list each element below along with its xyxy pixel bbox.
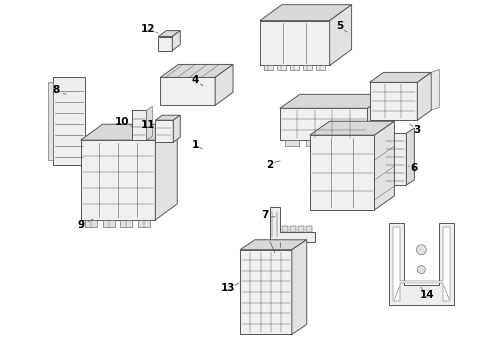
- Polygon shape: [240, 240, 307, 250]
- Polygon shape: [260, 5, 352, 21]
- Polygon shape: [160, 64, 233, 77]
- Polygon shape: [158, 31, 180, 37]
- Text: 7: 7: [261, 210, 269, 220]
- Text: 12: 12: [141, 24, 156, 33]
- Polygon shape: [138, 220, 150, 227]
- Polygon shape: [285, 140, 299, 146]
- Polygon shape: [264, 66, 273, 71]
- Circle shape: [417, 266, 425, 274]
- Text: 11: 11: [141, 120, 156, 130]
- Polygon shape: [155, 124, 177, 220]
- Polygon shape: [240, 250, 292, 334]
- Polygon shape: [393, 227, 450, 301]
- Polygon shape: [155, 120, 173, 142]
- Polygon shape: [53, 77, 85, 165]
- Polygon shape: [417, 72, 431, 120]
- Polygon shape: [160, 77, 215, 105]
- Polygon shape: [173, 115, 180, 142]
- Text: 1: 1: [192, 140, 199, 150]
- Polygon shape: [306, 140, 319, 146]
- Polygon shape: [385, 133, 406, 185]
- Polygon shape: [215, 64, 233, 105]
- Polygon shape: [155, 115, 180, 120]
- Polygon shape: [85, 220, 97, 227]
- Polygon shape: [369, 72, 431, 82]
- Polygon shape: [81, 140, 155, 220]
- Polygon shape: [260, 21, 330, 66]
- Polygon shape: [121, 220, 132, 227]
- Polygon shape: [316, 66, 325, 71]
- Text: 13: 13: [221, 283, 235, 293]
- Polygon shape: [431, 69, 439, 110]
- Polygon shape: [303, 66, 312, 71]
- Polygon shape: [282, 226, 288, 232]
- Text: 2: 2: [266, 160, 273, 170]
- Polygon shape: [390, 223, 454, 305]
- Text: 4: 4: [192, 75, 199, 85]
- Circle shape: [269, 241, 281, 253]
- Polygon shape: [48, 82, 53, 160]
- Polygon shape: [310, 121, 394, 135]
- Polygon shape: [290, 226, 296, 232]
- Polygon shape: [327, 140, 341, 146]
- Circle shape: [416, 245, 426, 255]
- Polygon shape: [406, 128, 415, 185]
- Polygon shape: [368, 94, 388, 140]
- Polygon shape: [270, 207, 315, 242]
- Text: 3: 3: [414, 125, 421, 135]
- Text: 14: 14: [420, 289, 435, 300]
- Polygon shape: [102, 220, 115, 227]
- Polygon shape: [290, 66, 299, 71]
- Polygon shape: [81, 124, 177, 140]
- Text: 8: 8: [52, 85, 59, 95]
- Polygon shape: [330, 5, 352, 66]
- Polygon shape: [374, 121, 394, 210]
- Polygon shape: [310, 135, 374, 210]
- Polygon shape: [147, 106, 152, 140]
- Text: 6: 6: [411, 163, 418, 173]
- Polygon shape: [280, 94, 388, 108]
- Polygon shape: [347, 140, 362, 146]
- Polygon shape: [172, 31, 180, 50]
- Polygon shape: [277, 66, 286, 71]
- Text: 9: 9: [77, 220, 84, 230]
- Polygon shape: [369, 82, 417, 120]
- Polygon shape: [298, 226, 304, 232]
- Polygon shape: [280, 108, 368, 140]
- Polygon shape: [306, 226, 312, 232]
- Polygon shape: [292, 240, 307, 334]
- Polygon shape: [158, 37, 172, 50]
- Text: 5: 5: [336, 21, 343, 31]
- Polygon shape: [132, 110, 147, 140]
- Text: 10: 10: [115, 117, 130, 127]
